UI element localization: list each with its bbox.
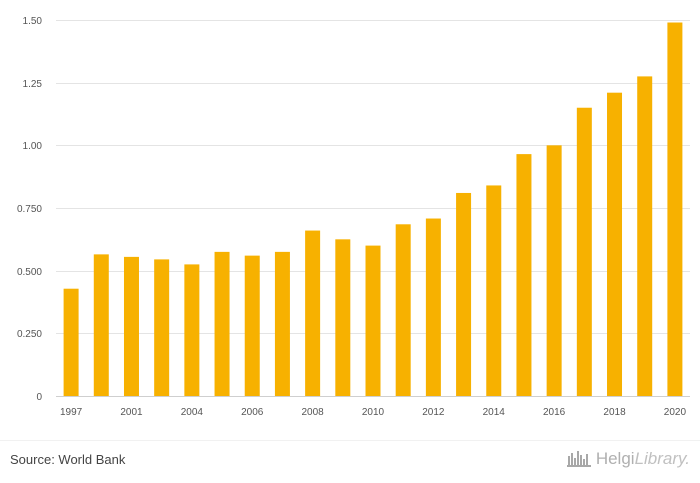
brand-name: HelgiLibrary. <box>596 449 690 469</box>
bar-2003[interactable] <box>154 259 170 396</box>
y-tick-label: 0.250 <box>17 329 42 340</box>
bar-2019[interactable] <box>637 76 653 397</box>
x-axis-ticks: 1997 2001 2004 2006 2008 2010 2012 2014 2016 2018… <box>60 407 686 418</box>
x-tick-label: 2006 <box>241 407 264 418</box>
source-note: Source: World Bank <box>10 452 126 467</box>
bar-chart: 0 0.250 0.500 0.750 1.00 1.25 1.50 1997 2001 200… <box>17 16 690 418</box>
x-tick-label: 1997 <box>60 407 83 418</box>
x-tick-label: 2008 <box>301 407 324 418</box>
y-axis-ticks: 0 0.250 0.500 0.750 1.00 1.25 1.50 <box>17 16 42 403</box>
x-tick-label: 2016 <box>543 407 566 418</box>
y-tick-label: 1.50 <box>23 16 43 27</box>
bar-2004[interactable] <box>184 264 200 396</box>
bar-2006[interactable] <box>244 255 260 396</box>
bar-2012[interactable] <box>425 218 441 396</box>
brand-name-main: Helgi <box>595 449 635 468</box>
brand-logo[interactable]: HelgiLibrary. <box>566 449 690 469</box>
y-tick-label: 0 <box>36 392 42 403</box>
bookshelf-logo-icon <box>566 449 592 469</box>
x-tick-label: 2001 <box>120 407 143 418</box>
y-tick-label: 1.00 <box>23 141 43 152</box>
bar-2007[interactable] <box>274 251 290 396</box>
brand-name-light: Library. <box>634 449 690 468</box>
bar-2015[interactable] <box>516 154 532 396</box>
x-tick-label: 2010 <box>362 407 385 418</box>
bar-1997[interactable] <box>63 288 79 396</box>
x-tick-label: 2004 <box>181 407 204 418</box>
bar-2001[interactable] <box>123 256 139 396</box>
bar-2005[interactable] <box>214 251 230 396</box>
x-tick-label: 2012 <box>422 407 445 418</box>
bar-2013[interactable] <box>456 192 472 396</box>
bar-1999[interactable] <box>93 254 109 396</box>
x-tick-label: 2020 <box>664 407 687 418</box>
bar-2008[interactable] <box>305 230 321 396</box>
y-tick-label: 0.750 <box>17 204 42 215</box>
bar-2014[interactable] <box>486 185 502 396</box>
bar-2016[interactable] <box>546 145 562 396</box>
y-tick-label: 1.25 <box>23 79 43 90</box>
x-tick-label: 2018 <box>603 407 626 418</box>
bar-2009[interactable] <box>335 239 351 396</box>
chart-footer: Source: World Bank HelgiLibrary. <box>0 440 700 483</box>
y-tick-label: 0.500 <box>17 267 42 278</box>
bar-2010[interactable] <box>365 245 381 396</box>
bar-series <box>63 22 683 397</box>
bar-2020[interactable] <box>667 22 683 396</box>
bar-2011[interactable] <box>395 224 411 396</box>
bar-2018[interactable] <box>607 92 623 396</box>
bar-2017[interactable] <box>576 107 592 396</box>
x-tick-label: 2014 <box>483 407 506 418</box>
